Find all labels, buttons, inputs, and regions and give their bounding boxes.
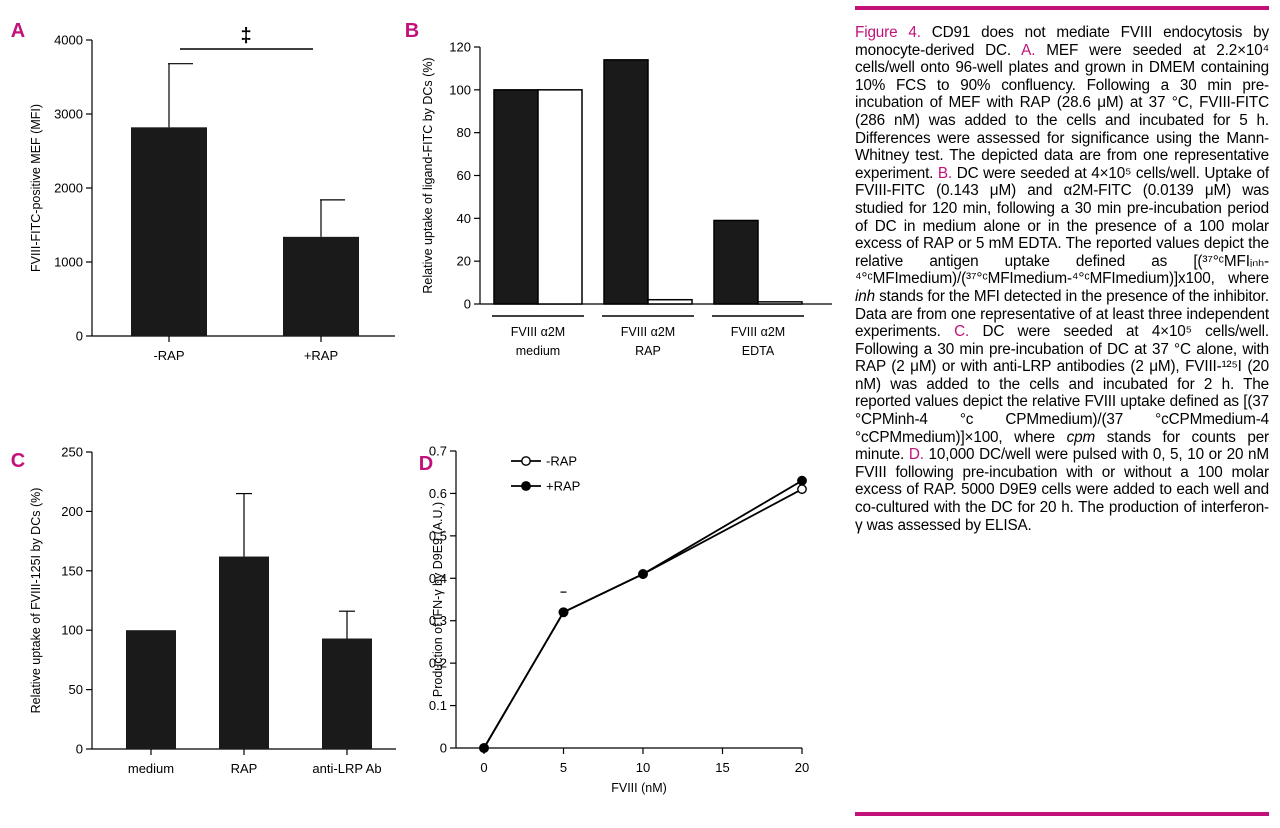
panel-a-bar [283, 236, 359, 336]
panel-b-group-pair-label: FVIII α2M [621, 325, 675, 339]
panel-c-category-label: RAP [231, 761, 258, 776]
caption-top-rule [855, 6, 1269, 10]
panel-a-y-tick-label: 4000 [54, 33, 83, 48]
panel-b-y-tick-label: 0 [464, 297, 471, 312]
panel-b-y-axis-label: Relative uptake of ligand-FITC by DCs (%… [421, 57, 435, 293]
caption-title: CD91 does not mediate FVIII endocytosis … [855, 24, 1269, 59]
panel-d-x-tick-label: 15 [715, 760, 729, 775]
caption-panel-b-inh: inh [855, 287, 875, 305]
panel-d-line-minus-rap [483, 488, 803, 749]
panel-d-point-plus-rap [797, 475, 807, 486]
panel-d-legend-label-minus-rap: -RAP [546, 454, 577, 469]
panel-c-letter: C [11, 450, 25, 472]
panel-d-y-tick-label: 0 [440, 741, 447, 756]
panel-b-y-tick-label: 40 [457, 211, 471, 226]
figure-caption: Figure 4. CD91 does not mediate FVIII en… [855, 6, 1269, 818]
panel-a-y-tick-label: 3000 [54, 107, 83, 122]
panel-d-point-plus-rap [479, 743, 489, 753]
panel-d-x-tick-label: 20 [795, 760, 809, 775]
panel-b-group-condition: EDTA [742, 344, 775, 358]
panel-b-bar-fviii [603, 59, 649, 305]
panel-d-x-tick-label: 5 [560, 760, 567, 775]
panel-c-y-tick-label: 50 [69, 682, 83, 697]
panel-a-category-label: +RAP [304, 348, 338, 363]
panel-b-group-condition: medium [516, 344, 560, 358]
panel-d-y-tick-label: 0.7 [429, 444, 447, 459]
panel-c-y-tick-label: 0 [76, 742, 83, 757]
panel-d-y-tick-label: 0.4 [429, 571, 447, 586]
panel-c-bar [219, 556, 269, 749]
panel-d-x-tick-label: 10 [636, 760, 650, 775]
panel-d-legend-marker-plus-rap [521, 481, 531, 491]
caption-panel-c-label: C. [954, 323, 970, 341]
panel-d-y-tick-label: 0.3 [429, 613, 447, 628]
panel-a-category-label: -RAP [153, 348, 184, 363]
panel-a-y-axis-label: FVIII-FITC-positive MEF (MFI) [29, 104, 43, 272]
caption-panel-c-cpm: cpm [1066, 428, 1096, 446]
panel-a-letter: A [11, 20, 25, 42]
panel-c-bar [126, 630, 176, 749]
panel-a-y-tick-label: 0 [76, 329, 83, 344]
panel-c-y-axis-label: Relative uptake of FVIII-125I by DCs (%) [29, 488, 43, 714]
panel-c-category-label: anti-LRP Ab [312, 761, 381, 776]
panel-b-group-pair-label: FVIII α2M [731, 325, 785, 339]
panel-d-y-axis-label: Production of IFN-γ by D9E9 (A.U.) [431, 502, 445, 697]
panel-a-significance-marker: ‡ [240, 25, 251, 47]
panel-c-y-tick-label: 200 [61, 504, 83, 519]
caption-bottom-rule [855, 812, 1269, 816]
panel-b-bar-a2m [647, 298, 693, 305]
panel-d-y-tick-label: 0.5 [429, 528, 447, 543]
caption-panel-a-text: MEF were seeded at 2.2×10⁴ cells/well on… [855, 41, 1269, 182]
panel-d-point-plus-rap [558, 607, 569, 618]
caption-panel-d-label: D. [908, 446, 924, 464]
caption-figure-label: Figure 4. [855, 24, 921, 41]
panel-b-group-pair-label: FVIII α2M [511, 325, 565, 339]
caption-text: Figure 4. CD91 does not mediate FVIII en… [855, 24, 1269, 534]
panel-c-y-tick-label: 100 [61, 623, 83, 638]
panel-d-point-plus-rap [638, 569, 648, 579]
panel-b-bar-fviii [713, 219, 759, 305]
panel-c-y-tick-label: 250 [61, 445, 83, 460]
panel-d-y-tick-label: 0.6 [429, 486, 447, 501]
panel-c-y-tick-label: 150 [61, 563, 83, 578]
panel-c-category-label: medium [128, 761, 174, 776]
caption-panel-b-label: B. [937, 164, 953, 182]
panel-a-y-tick-label: 1000 [54, 255, 83, 270]
panel-d-y-tick-label: 0.2 [429, 656, 447, 671]
panel-d-x-axis-label: FVIII (nM) [611, 781, 667, 795]
panel-b-y-tick-label: 120 [449, 40, 471, 55]
panel-b-y-tick-label: 80 [457, 125, 471, 140]
panel-b-y-tick-label: 20 [457, 254, 471, 269]
panel-d-point-minus-rap [797, 484, 807, 495]
panel-b-y-tick-label: 60 [457, 168, 471, 183]
panel-a-y-tick-label: 2000 [54, 181, 83, 196]
panel-b-bar-a2m [757, 301, 803, 305]
panel-d-x-tick-label: 0 [480, 760, 487, 775]
panel-a-bar [131, 127, 207, 336]
caption-panel-c-text2: stands for counts per minute. [855, 428, 1269, 464]
panel-c-bar [322, 638, 372, 749]
panel-d-line-plus-rap [483, 479, 803, 749]
panel-b-bar-fviii [493, 89, 539, 305]
panel-b-group-condition: RAP [635, 344, 661, 358]
panel-d-y-tick-label: 0.1 [429, 698, 447, 713]
caption-panel-c-text: DC were seeded at 4×10⁵ cells/well. Foll… [855, 323, 1269, 446]
panel-b-y-tick-label: 100 [449, 82, 471, 97]
panel-d-legend-label-plus-rap: +RAP [546, 479, 580, 494]
panel-d-legend-marker-minus-rap [521, 456, 531, 466]
caption-panel-a-label: A. [1021, 41, 1036, 59]
panel-b-letter: B [405, 20, 419, 42]
caption-panel-d-text: 10,000 DC/well were pulsed with 0, 5, 10… [855, 446, 1269, 534]
panel-d-letter: D [419, 453, 433, 475]
caption-panel-b-text2: stands for the MFI detected in the prese… [855, 287, 1269, 341]
caption-panel-b-text: DC were seeded at 4×10⁵ cells/well. Upta… [855, 164, 1269, 288]
panel-b-bar-a2m [537, 89, 583, 305]
